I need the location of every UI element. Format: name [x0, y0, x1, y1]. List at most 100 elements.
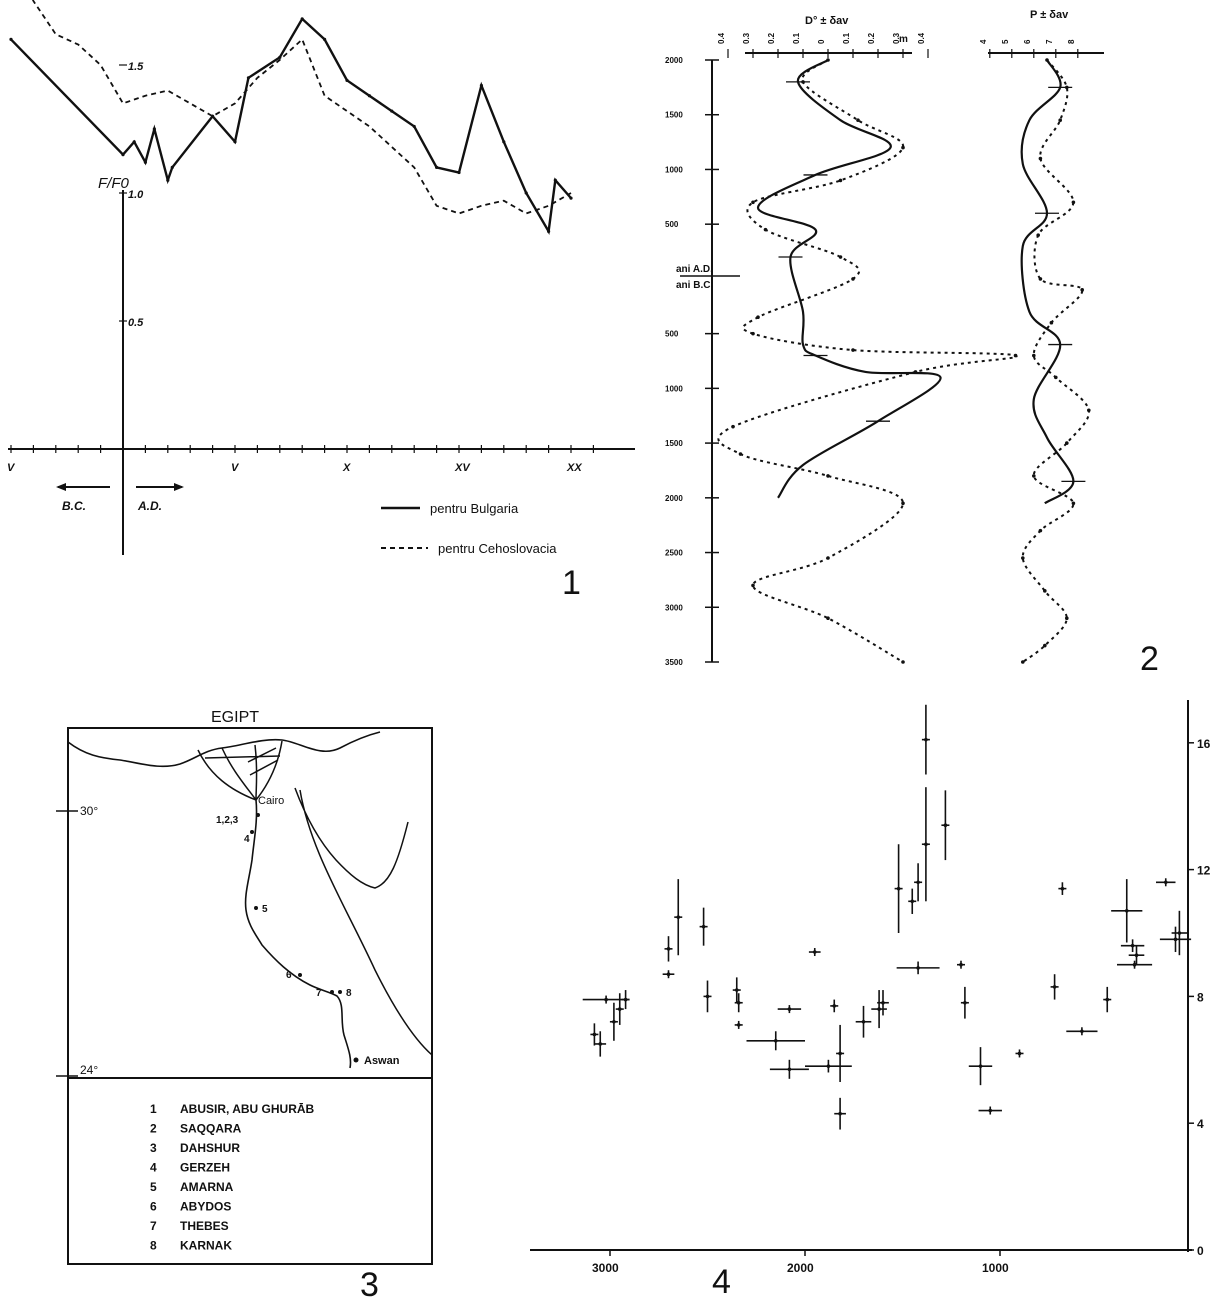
chart1-y-ticks: 0.51.01.52.0 — [119, 61, 144, 329]
chart2-point — [763, 227, 768, 232]
chart2-time-tick-label: 1500 — [665, 439, 683, 448]
chart2-time-tick-label: 1000 — [665, 384, 683, 393]
chart4-point — [826, 1064, 831, 1068]
chart4-point — [1132, 962, 1137, 967]
gulf-of-suez — [294, 787, 433, 1056]
chart2-point — [751, 200, 755, 205]
chart4-points — [582, 704, 1192, 1130]
map-legend-site: SAQQARA — [180, 1122, 242, 1136]
chart4-point — [832, 1004, 837, 1008]
chart1-y-tick-label: 1.5 — [128, 61, 144, 73]
chart2-point — [1038, 528, 1043, 533]
figure-label-2: 2 — [1140, 640, 1159, 678]
chart2-point — [1021, 660, 1025, 664]
chart2b-tick-label: 8 — [1067, 39, 1076, 44]
chart1-x-tick-label: X — [342, 462, 351, 474]
chart1-point — [143, 160, 147, 164]
chart2-point — [751, 583, 755, 588]
chart2-series-line-1 — [756, 59, 942, 499]
chart2b-tick-label: 4 — [979, 39, 988, 44]
chart4-x-tick-label: 2000 — [787, 1261, 814, 1275]
chart2-time-tick-label: 3500 — [665, 658, 683, 667]
chart2a-tick-label: 0.1 — [792, 32, 801, 44]
nile-river — [244, 799, 352, 1069]
chart4-point — [1017, 1051, 1022, 1056]
figure-label-3: 3 — [360, 1266, 379, 1301]
chart4-point — [736, 1023, 741, 1027]
map-title: EGIPT — [211, 709, 259, 726]
chart2b-top-ticks: 4 5 6 7 8 — [979, 39, 1079, 58]
chart2-time-tick-label: 2000 — [665, 56, 683, 65]
chart2b-tick-label: 7 — [1045, 39, 1054, 44]
chart1-point — [479, 83, 483, 88]
map-legend-number: 4 — [150, 1161, 157, 1175]
city-aswan: Aswan — [364, 1055, 400, 1067]
chart2-point — [851, 348, 855, 352]
chart2-point — [1058, 118, 1062, 122]
chart1-x-tick-label: XV — [454, 462, 471, 474]
chart1-point — [121, 153, 125, 157]
chart2-time-tick-label: 500 — [665, 220, 679, 229]
chart4-x-tick-label: 1000 — [982, 1261, 1009, 1275]
chart1-point — [9, 37, 13, 42]
chart2-series-line-3 — [1020, 59, 1075, 505]
chart4-x-ticks: 3000 2000 1000 — [592, 1250, 1009, 1275]
chart2-point — [826, 474, 830, 478]
chart4-point — [1080, 1029, 1084, 1034]
chart2a-tick-label: 0.2 — [867, 32, 876, 44]
chart4-point — [701, 924, 706, 929]
ad-label: A.D. — [137, 499, 162, 513]
site-marker-5: 5 — [262, 904, 268, 915]
chart2-point — [1045, 58, 1049, 62]
chart4-point — [877, 1007, 881, 1011]
chart2-point — [1032, 353, 1036, 358]
chart2a-unit: m — [899, 34, 908, 45]
nile-delta — [197, 740, 283, 801]
site-marker-6: 6 — [286, 970, 292, 981]
chart2-point — [1071, 200, 1076, 205]
ad-arrowhead — [174, 483, 184, 491]
chart2-point — [1065, 616, 1069, 621]
site-dots — [250, 813, 342, 994]
chart1-point — [412, 124, 416, 129]
chart1-x-tick-label: V — [7, 462, 16, 474]
map-legend: 1 ABUSIR, ABU GHURĀB 2 SAQQARA 3 DAHSHUR 4 GERZ… — [150, 1102, 315, 1253]
chart4-point — [787, 1007, 792, 1011]
bc-label: B.C. — [62, 499, 86, 513]
map-legend-site: DAHSHUR — [180, 1141, 240, 1155]
chart4-point — [666, 972, 671, 977]
chart1-point — [246, 76, 251, 80]
chart4-point — [910, 899, 915, 904]
chart1-point — [435, 165, 439, 169]
chart4-point — [916, 966, 920, 970]
chart2-point — [1021, 556, 1025, 560]
chart4-point — [924, 842, 928, 847]
chart2-point — [826, 556, 830, 560]
chart2a-tick-label: 0.3 — [742, 32, 751, 44]
map-frame — [67, 727, 433, 1265]
chart2b-tick-label: 6 — [1023, 39, 1032, 44]
chart2-point — [826, 616, 830, 621]
legend-cehoslovacia-label: pentru Cehoslovacia — [438, 541, 557, 556]
chart2b-title: P ± δav — [1030, 9, 1069, 21]
chart2-series-line-2 — [717, 59, 1018, 663]
legend-bulgaria-label: pentru Bulgaria — [430, 501, 519, 516]
chart2-point — [838, 178, 843, 183]
chart4-y-tick-label: 0 — [1197, 1244, 1204, 1258]
chart2-point — [851, 277, 855, 281]
chart4-y-tick-label: 4 — [1197, 1117, 1204, 1131]
map-legend-number: 2 — [150, 1122, 157, 1136]
chart4-point — [676, 915, 681, 919]
chart1-minor-ticks — [10, 445, 595, 453]
chart1-point — [152, 127, 156, 131]
city-cairo: Cairo — [258, 795, 284, 807]
lat-24-label: 24° — [80, 1063, 98, 1077]
chart4-point — [1173, 937, 1178, 942]
site-marker-8: 8 — [346, 988, 352, 999]
chart4-point — [623, 997, 628, 1002]
map-legend-number: 1 — [150, 1102, 157, 1116]
chart4-point — [978, 1064, 983, 1068]
chart4-point — [963, 1000, 967, 1005]
